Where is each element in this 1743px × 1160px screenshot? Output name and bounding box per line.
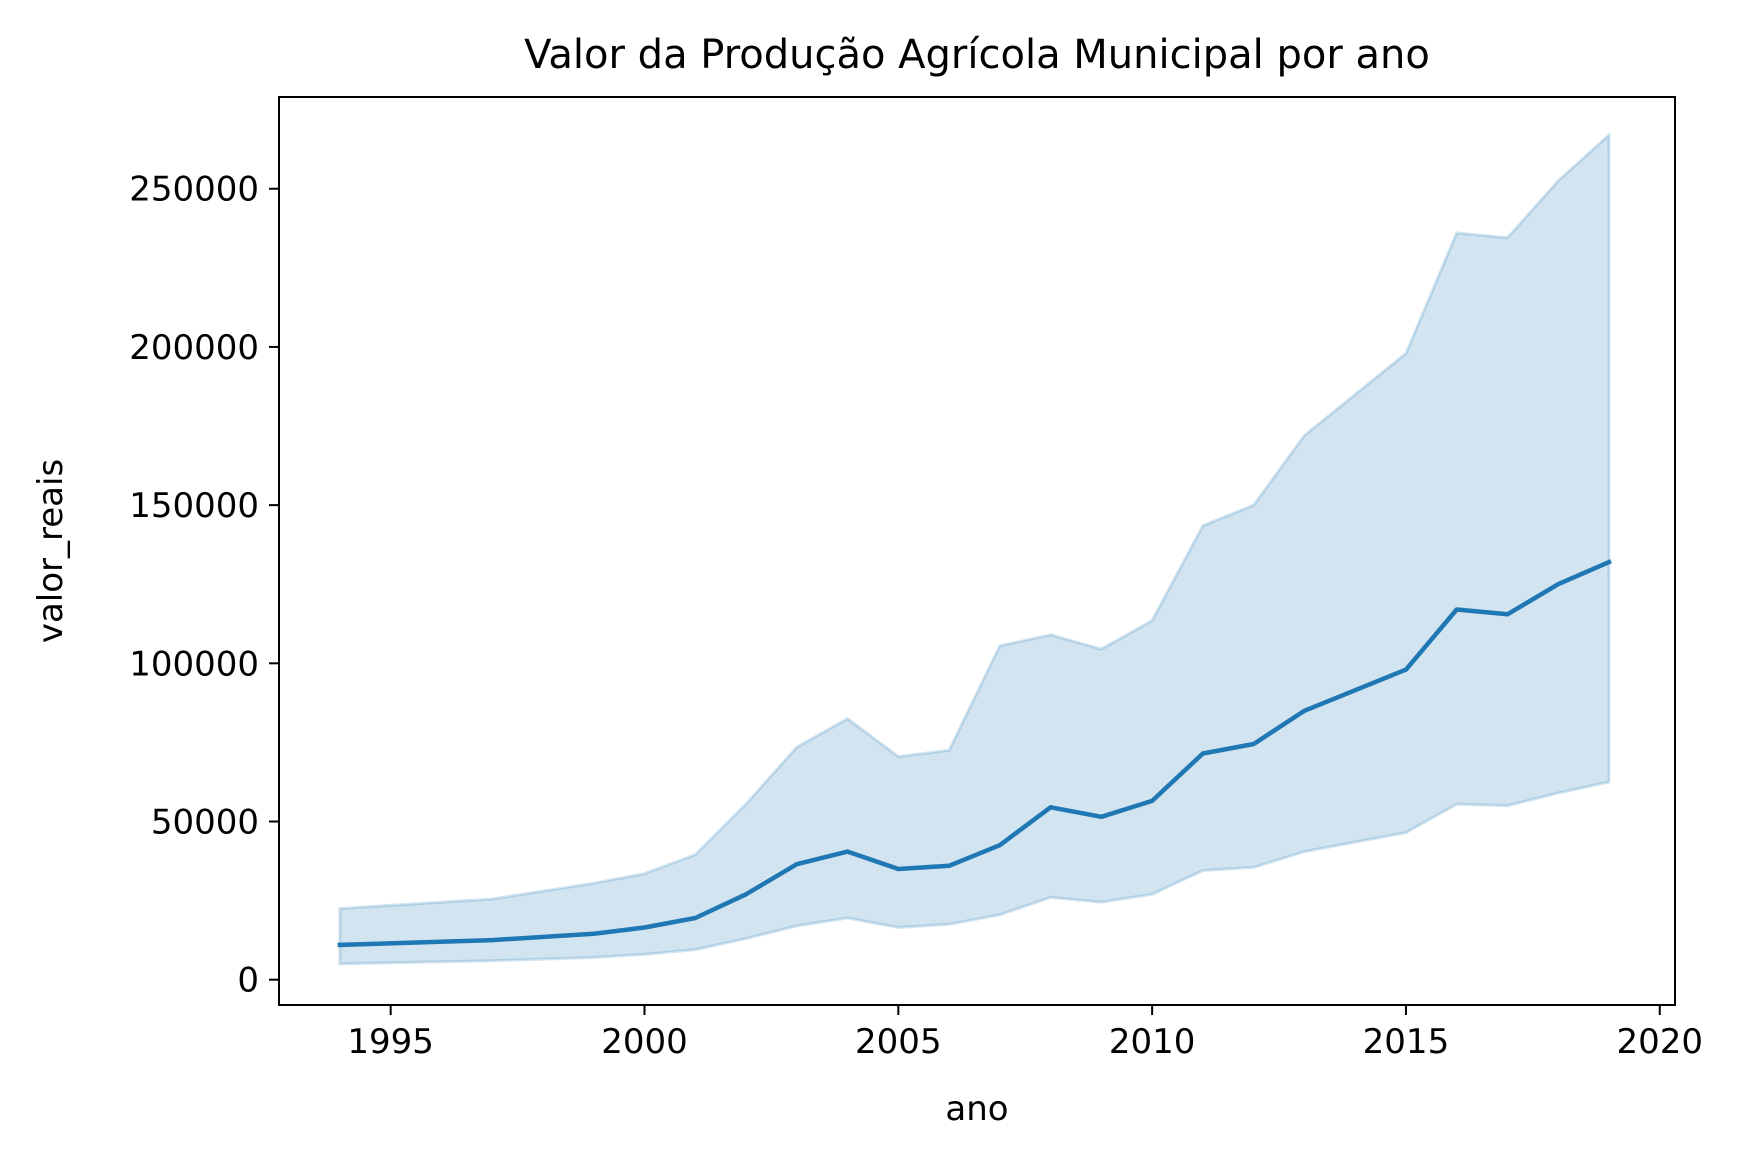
chart-title: Valor da Produção Agrícola Municipal por… <box>524 32 1430 78</box>
plot-frame <box>278 96 1676 1006</box>
x-tick-label: 2015 <box>1363 1022 1450 1062</box>
y-axis-title: valor_reais <box>31 459 71 643</box>
y-tick-label: 250000 <box>129 170 259 210</box>
y-tick-label: 0 <box>237 961 259 1001</box>
confidence-band <box>338 131 1611 966</box>
y-tick-label: 50000 <box>151 803 259 843</box>
x-tick-label: 2020 <box>1617 1022 1704 1062</box>
x-tick-label: 1995 <box>347 1022 434 1062</box>
x-axis-title: ano <box>945 1089 1008 1129</box>
y-tick-label: 150000 <box>129 486 259 526</box>
plot-area <box>337 131 1612 966</box>
x-tick-label: 2010 <box>1109 1022 1196 1062</box>
y-tick-label: 200000 <box>129 328 259 368</box>
x-axis: 1995 2000 2005 2010 2015 2020 <box>347 1005 1703 1062</box>
x-tick-label: 2005 <box>855 1022 942 1062</box>
y-tick-label: 100000 <box>129 644 259 684</box>
y-axis: 0 50000 100000 150000 200000 250000 <box>129 170 279 1001</box>
x-tick-label: 2000 <box>601 1022 688 1062</box>
series-line <box>337 559 1612 948</box>
